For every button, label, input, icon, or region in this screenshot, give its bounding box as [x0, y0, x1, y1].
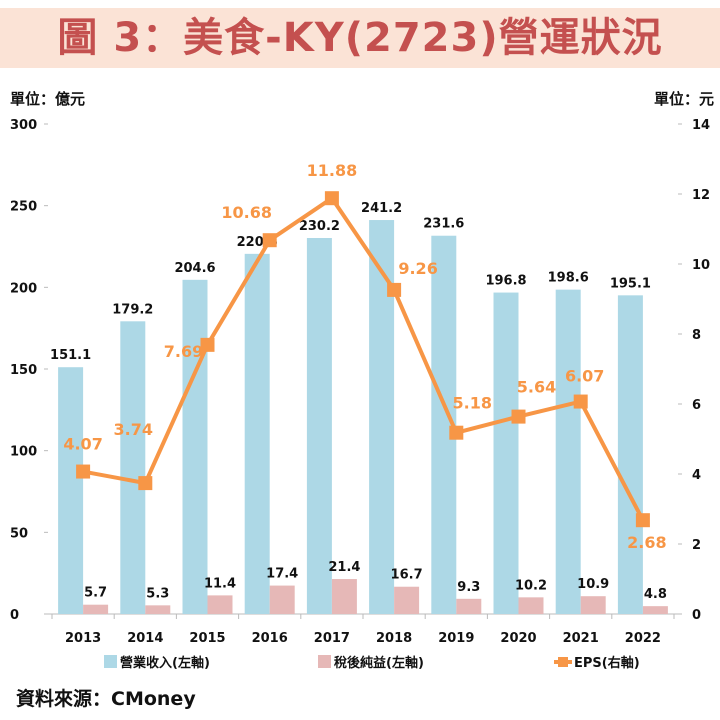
eps-point — [573, 394, 588, 409]
x-tick-label: 2022 — [625, 631, 661, 646]
right-tick-label: 8 — [692, 328, 701, 343]
revenue-bar — [244, 253, 270, 614]
net-profit-bar — [456, 598, 482, 614]
right-tick-label: 10 — [692, 258, 710, 273]
revenue-label: 195.1 — [610, 276, 651, 291]
revenue-bar — [493, 292, 519, 614]
net-profit-bar — [207, 595, 233, 614]
net-profit-bar — [518, 597, 544, 614]
eps-point — [511, 409, 526, 424]
x-tick-label: 2016 — [252, 631, 288, 646]
source-note: 資料來源：CMoney — [16, 688, 196, 710]
left-axis-unit: 單位：億元 — [10, 90, 86, 108]
legend-swatch — [318, 655, 331, 668]
eps-label: 3.74 — [114, 420, 153, 439]
net-profit-bar — [331, 579, 357, 614]
net-profit-bar — [83, 604, 109, 614]
x-tick-label: 2014 — [127, 631, 163, 646]
revenue-bar — [369, 220, 395, 615]
revenue-label: 198.6 — [548, 271, 589, 286]
net-profit-label: 10.2 — [515, 578, 547, 593]
revenue-bar — [182, 279, 208, 614]
net-profit-bar — [394, 586, 420, 614]
x-tick-label: 2017 — [314, 631, 350, 646]
revenue-bar — [58, 367, 84, 614]
left-tick-label: 200 — [10, 281, 37, 296]
eps-point — [387, 282, 402, 297]
legend-marker — [558, 657, 568, 667]
right-tick-label: 0 — [692, 608, 701, 623]
right-axis-unit: 單位：元 — [653, 90, 714, 108]
left-tick-label: 50 — [10, 526, 28, 541]
net-profit-label: 4.8 — [644, 587, 667, 602]
x-tick-label: 2018 — [376, 631, 412, 646]
net-profit-bar — [580, 596, 606, 614]
left-tick-label: 0 — [10, 608, 19, 623]
net-profit-bar — [642, 606, 668, 614]
x-tick-label: 2015 — [189, 631, 225, 646]
x-tick-label: 2020 — [500, 631, 536, 646]
eps-label: 7.69 — [164, 342, 203, 361]
legend-label: 營業收入(左軸) — [120, 655, 210, 671]
eps-point — [449, 425, 464, 440]
net-profit-label: 21.4 — [328, 560, 360, 575]
net-profit-label: 17.4 — [266, 567, 298, 582]
revenue-label: 151.1 — [50, 348, 91, 363]
eps-point — [76, 464, 91, 479]
eps-label: 10.68 — [221, 203, 272, 222]
revenue-label: 196.8 — [485, 274, 526, 289]
eps-label: 5.18 — [453, 394, 492, 413]
revenue-bar — [306, 238, 332, 615]
x-tick-label: 2019 — [438, 631, 474, 646]
eps-label: 2.68 — [627, 533, 666, 552]
eps-point — [635, 513, 650, 528]
right-tick-label: 6 — [692, 398, 701, 413]
revenue-label: 230.2 — [299, 219, 340, 234]
eps-point — [138, 476, 153, 491]
legend-label: EPS(右軸) — [574, 655, 640, 671]
revenue-bar — [120, 321, 146, 614]
legend-label: 稅後純益(左軸) — [334, 655, 424, 671]
left-tick-label: 300 — [10, 118, 37, 133]
left-tick-label: 150 — [10, 363, 37, 378]
left-tick-label: 100 — [10, 445, 37, 460]
net-profit-label: 11.4 — [204, 576, 236, 591]
right-tick-label: 2 — [692, 538, 701, 553]
eps-label: 4.07 — [63, 435, 102, 454]
eps-line — [82, 195, 645, 522]
revenue-label: 179.2 — [112, 302, 153, 317]
eps-point — [200, 337, 215, 352]
revenue-label: 204.6 — [174, 261, 215, 276]
net-profit-label: 5.3 — [146, 586, 169, 601]
eps-label: 5.64 — [517, 378, 556, 397]
x-tick-label: 2021 — [563, 631, 599, 646]
right-tick-label: 12 — [692, 188, 710, 203]
eps-label: 6.07 — [565, 367, 604, 386]
revenue-bar — [617, 295, 643, 614]
left-tick-label: 250 — [10, 200, 37, 215]
net-profit-label: 16.7 — [391, 568, 423, 583]
eps-label: 11.88 — [307, 161, 358, 180]
x-tick-label: 2013 — [65, 631, 101, 646]
net-profit-bar — [269, 585, 295, 614]
net-profit-bar — [145, 605, 171, 614]
net-profit-label: 5.7 — [84, 586, 107, 601]
eps-point — [324, 191, 339, 206]
net-profit-label: 9.3 — [457, 580, 480, 595]
net-profit-label: 10.9 — [577, 577, 609, 592]
chart: 0 50 100 150 200 250 300 0 2 4 6 8 10 12 14 2013 151.1 5.… — [10, 118, 710, 671]
revenue-bar — [555, 289, 581, 614]
right-tick-label: 4 — [692, 468, 701, 483]
revenue-label: 241.2 — [361, 201, 402, 216]
right-tick-label: 14 — [692, 118, 710, 133]
legend-swatch — [104, 655, 117, 668]
eps-label: 9.26 — [398, 259, 437, 278]
chart-title: 圖 3：美食-KY(2723)營運狀況 — [0, 8, 720, 68]
eps-point — [262, 233, 277, 248]
revenue-label: 231.6 — [423, 217, 464, 232]
